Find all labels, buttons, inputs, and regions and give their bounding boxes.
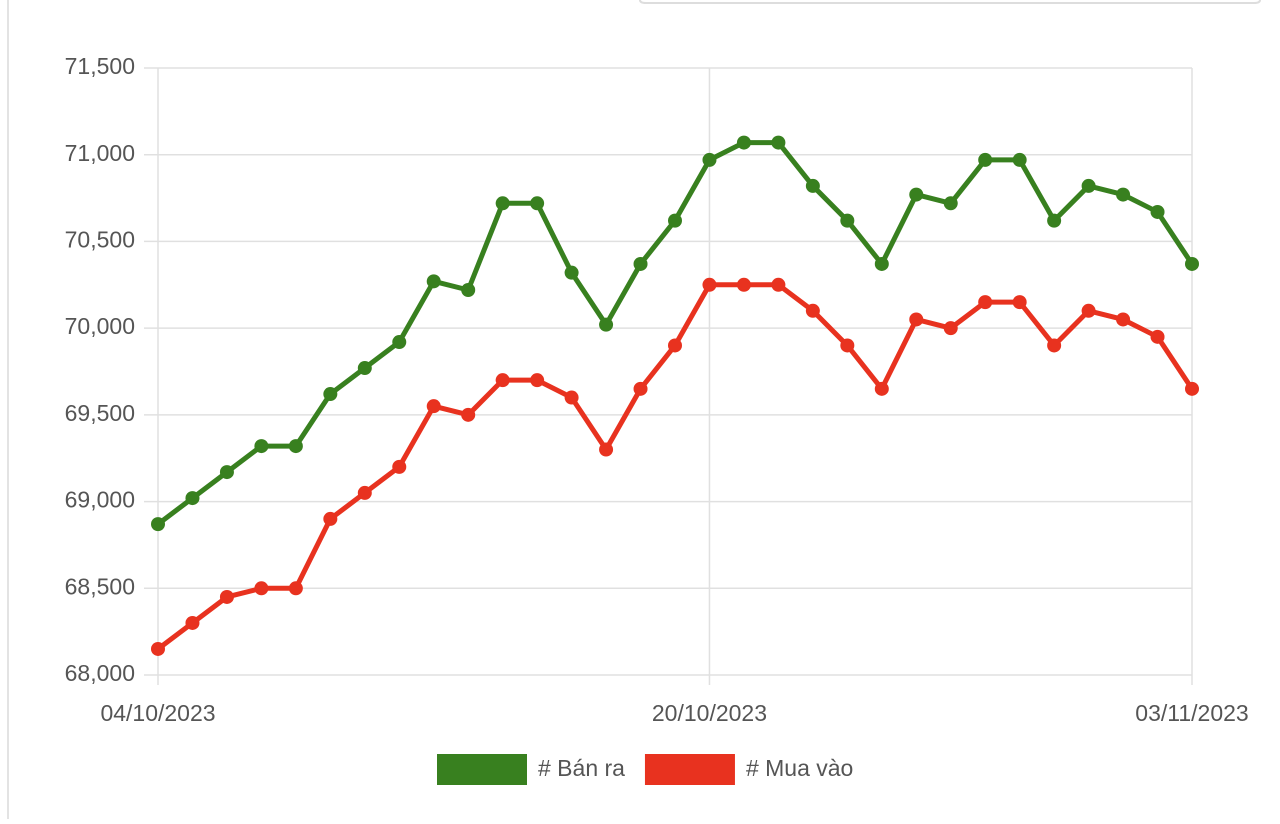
data-point	[943, 196, 958, 211]
y-tick-label: 71,000	[65, 140, 135, 166]
data-point	[599, 442, 614, 457]
y-tick-label: 69,500	[65, 400, 135, 426]
data-point	[1047, 338, 1062, 353]
data-point	[702, 152, 717, 167]
data-point	[633, 256, 648, 271]
y-tick-label: 68,000	[65, 660, 135, 686]
data-point	[426, 274, 441, 289]
data-point	[530, 196, 545, 211]
y-tick-label: 71,500	[65, 53, 135, 79]
data-point	[254, 581, 269, 596]
data-point	[185, 615, 200, 630]
data-point	[1150, 204, 1165, 219]
data-point	[668, 338, 682, 353]
data-point	[805, 178, 820, 193]
data-point	[461, 407, 476, 422]
data-point	[702, 277, 717, 292]
y-tick-label: 68,500	[65, 573, 135, 599]
data-point	[564, 265, 579, 280]
y-tick-label: 70,000	[65, 313, 135, 339]
data-point	[288, 439, 303, 454]
data-point	[840, 213, 855, 228]
data-point	[1116, 187, 1131, 202]
data-point	[874, 256, 889, 271]
data-point	[1150, 329, 1165, 344]
data-point	[1081, 178, 1096, 193]
data-point	[633, 381, 648, 396]
data-point	[254, 439, 269, 454]
panel-edge	[639, 0, 1261, 4]
data-point	[771, 277, 786, 292]
data-point	[392, 335, 407, 350]
x-tick-label: 03/11/2023	[1135, 700, 1248, 726]
data-point	[392, 459, 407, 474]
data-point	[771, 135, 786, 150]
y-tick-label: 70,500	[65, 227, 135, 253]
data-point	[357, 361, 372, 376]
data-point	[1012, 152, 1027, 167]
data-point	[323, 511, 338, 526]
data-point	[909, 187, 924, 202]
data-point	[151, 641, 165, 656]
series-line	[156, 140, 1195, 527]
legend-swatch	[437, 754, 527, 785]
data-point	[288, 581, 303, 596]
data-point	[1185, 256, 1199, 271]
data-point	[426, 399, 441, 414]
data-point	[219, 465, 234, 480]
data-point	[219, 589, 234, 604]
data-point	[495, 196, 510, 211]
data-point	[736, 277, 751, 292]
data-point	[978, 152, 993, 167]
data-point	[1116, 312, 1131, 327]
data-point	[1047, 213, 1062, 228]
data-point	[461, 282, 476, 297]
data-point	[978, 295, 993, 310]
data-point	[874, 381, 889, 396]
y-tick-label: 69,000	[65, 487, 135, 513]
legend-label: # Mua vào	[746, 755, 853, 781]
data-point	[668, 213, 682, 228]
data-point	[1081, 303, 1096, 318]
data-point	[564, 390, 579, 405]
data-point	[599, 317, 614, 332]
data-point	[185, 491, 200, 506]
data-point	[151, 517, 165, 532]
data-point	[323, 387, 338, 402]
legend-label: # Bán ra	[538, 755, 625, 781]
data-point	[736, 135, 751, 150]
x-tick-label: 20/10/2023	[652, 700, 767, 726]
data-point	[1012, 295, 1027, 310]
data-point	[943, 321, 958, 336]
data-point	[495, 373, 510, 388]
legend-swatch	[644, 754, 735, 785]
data-point	[357, 485, 372, 500]
data-point	[1185, 381, 1199, 396]
x-tick-label: 04/10/2023	[100, 700, 215, 726]
data-point	[530, 373, 545, 388]
data-point	[805, 303, 820, 318]
data-point	[840, 338, 855, 353]
data-point	[909, 312, 924, 327]
